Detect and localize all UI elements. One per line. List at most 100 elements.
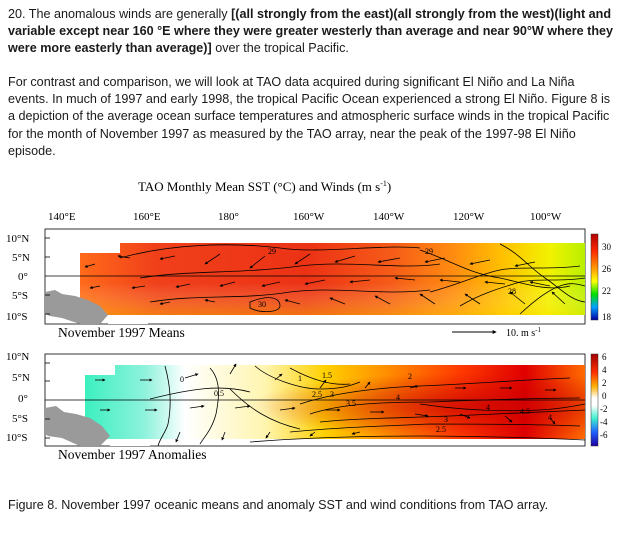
contour-line bbox=[289, 367, 351, 385]
contour-line bbox=[119, 244, 421, 259]
wind-vector bbox=[484, 280, 506, 285]
contour-line bbox=[429, 265, 581, 293]
contour-line bbox=[149, 289, 431, 303]
wind-vector bbox=[549, 417, 556, 425]
land-papua bbox=[45, 406, 110, 446]
wind-vector bbox=[249, 255, 266, 269]
wind-vector bbox=[349, 279, 371, 284]
wind-vector bbox=[159, 301, 171, 306]
means-contours bbox=[119, 243, 586, 315]
wind-vector bbox=[509, 291, 526, 305]
wind-vector bbox=[175, 283, 191, 289]
means-ticks bbox=[45, 237, 50, 315]
contour-line bbox=[499, 243, 586, 303]
contour-line bbox=[249, 297, 281, 312]
wind-vector bbox=[551, 291, 566, 305]
lon-label: 140°W bbox=[373, 211, 405, 223]
contour-label: 2.5 bbox=[312, 390, 322, 399]
contour-line bbox=[254, 365, 361, 390]
contour-label: 3 bbox=[444, 415, 448, 424]
contour-label: 4 bbox=[548, 413, 552, 422]
contour-label: 29 bbox=[425, 247, 433, 256]
anomalies-top-wedge bbox=[85, 365, 115, 375]
colorbar-tick-label: 6 bbox=[602, 352, 607, 362]
anomalies-colorbar: 6 4 2 0 -2 -4 -6 bbox=[590, 352, 608, 447]
wind-vector bbox=[464, 293, 481, 305]
anomalies-lower-gap bbox=[110, 439, 150, 446]
lat-label: 10°N bbox=[6, 233, 29, 245]
question-text: 20. The anomalous winds are generally [(… bbox=[8, 6, 614, 58]
lat-label: 0° bbox=[18, 393, 28, 405]
lon-label: 180° bbox=[218, 211, 239, 223]
lat-label: 5°S bbox=[12, 290, 28, 302]
colorbar-tick-label: -6 bbox=[600, 430, 608, 440]
wind-vector bbox=[294, 253, 311, 265]
contour-label: 2 bbox=[408, 372, 412, 381]
contour-label: 0.5 bbox=[214, 389, 224, 398]
contour-line bbox=[519, 283, 586, 315]
means-panel-label: November 1997 Means bbox=[58, 325, 185, 340]
wind-vector bbox=[204, 253, 221, 265]
answer-choices[interactable]: [(all strongly from the east)(all strong… bbox=[8, 7, 614, 56]
wind-vector bbox=[309, 431, 316, 437]
lat-label: 10°S bbox=[6, 311, 28, 323]
contour-label: 1 bbox=[298, 374, 302, 383]
lon-label: 120°W bbox=[453, 211, 485, 223]
lat-label: 5°N bbox=[12, 252, 30, 264]
contour-line bbox=[419, 249, 571, 289]
colorbar-strip bbox=[590, 233, 599, 321]
colorbar-tick-label: -2 bbox=[600, 404, 608, 414]
wind-vector bbox=[131, 285, 146, 290]
wind-vector bbox=[229, 363, 237, 375]
longitude-axis-labels: 140°E 160°E 180° 160°W 140°W 120°W 100°W bbox=[48, 211, 562, 223]
wind-vector bbox=[204, 298, 216, 303]
wind-vector bbox=[189, 404, 205, 409]
lat-label: 5°N bbox=[12, 372, 30, 384]
anomalies-panel: 0 0.5 1 1.5 2.5 3 2 3.5 4 2.5 3 4 4.5 4 bbox=[44, 353, 586, 447]
wind-vector bbox=[84, 263, 96, 268]
colorbar-tick-label: -4 bbox=[600, 417, 608, 427]
means-wind-vectors bbox=[84, 253, 566, 306]
contour-line bbox=[459, 277, 586, 307]
contour-line bbox=[157, 365, 171, 447]
wind-vector bbox=[394, 276, 416, 281]
anomalies-contours bbox=[149, 365, 586, 447]
lat-label: 10°S bbox=[6, 432, 28, 444]
wind-vector bbox=[364, 381, 371, 389]
contour-line bbox=[309, 397, 581, 415]
anomalies-contour-labels: 0 0.5 1 1.5 2.5 3 2 3.5 4 2.5 3 4 4.5 4 bbox=[180, 371, 552, 434]
contour-label: 30 bbox=[258, 300, 266, 309]
figure-title: TAO Monthly Mean SST (°C) and Winds (m s… bbox=[138, 179, 391, 194]
means-lower-gap bbox=[108, 315, 148, 324]
colorbar-tick-label: 18 bbox=[602, 312, 612, 322]
wind-vector bbox=[469, 259, 491, 266]
contour-label: 3 bbox=[330, 390, 334, 399]
anomalies-latitude-labels: 10°N 5°N 0° 5°S 10°S bbox=[6, 351, 30, 444]
contour-line bbox=[139, 263, 441, 279]
contour-label: 3.5 bbox=[346, 399, 356, 408]
lat-label: 0° bbox=[18, 271, 28, 283]
contour-label: 4 bbox=[486, 403, 490, 412]
colorbar-tick-label: 0 bbox=[602, 391, 607, 401]
lat-label: 10°N bbox=[6, 351, 29, 363]
wind-vector bbox=[265, 431, 271, 439]
anomalies-core bbox=[85, 365, 585, 439]
wind-vector bbox=[334, 255, 356, 263]
wind-vector bbox=[274, 373, 283, 381]
lon-label: 140°E bbox=[48, 211, 76, 223]
wind-vector bbox=[419, 293, 436, 305]
contour-label: 4.5 bbox=[520, 407, 530, 416]
lon-label: 160°W bbox=[293, 211, 325, 223]
contour-label: 0 bbox=[180, 375, 184, 384]
anomalies-ticks bbox=[45, 362, 50, 439]
means-colorbar: 30 26 22 18 bbox=[590, 233, 612, 322]
wind-vector bbox=[319, 379, 327, 389]
contour-line bbox=[299, 377, 571, 405]
question-suffix: over the tropical Pacific. bbox=[211, 41, 349, 56]
anomalies-wind-vectors bbox=[95, 363, 557, 443]
contour-label: 28 bbox=[508, 287, 516, 296]
wind-vector bbox=[304, 279, 326, 286]
contour-line bbox=[289, 423, 581, 433]
contour-label: 4 bbox=[396, 393, 400, 402]
wind-vector bbox=[439, 278, 461, 283]
